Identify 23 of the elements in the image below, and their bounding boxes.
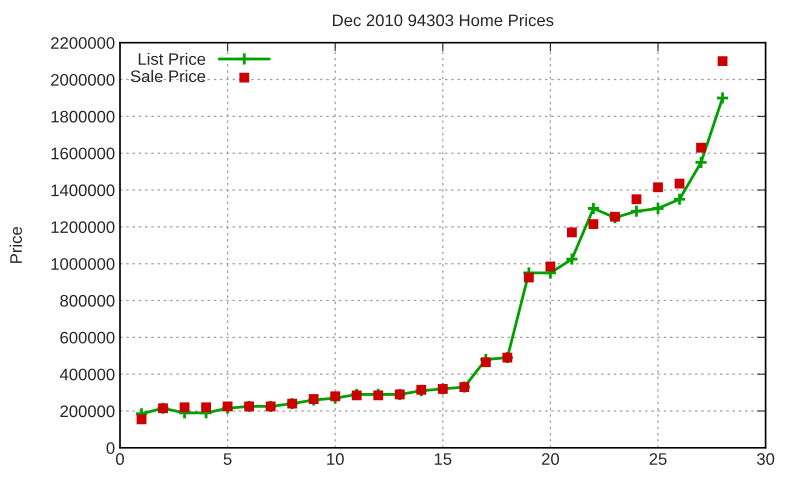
y-tick-label: 400000 [60, 368, 114, 380]
x-tick-label: 15 [434, 453, 452, 465]
y-tick-label: 800000 [60, 294, 114, 307]
legend-label: Sale Price [130, 70, 206, 82]
x-tick-label: 30 [756, 453, 774, 465]
x-tick-label: 20 [542, 453, 560, 465]
y-tick-label: 1200000 [52, 221, 114, 234]
y-tick-label: 200000 [60, 405, 114, 418]
y-tick-label: 600000 [60, 332, 114, 344]
legend-label: List Price [138, 52, 206, 65]
y-tick-label: 1600000 [52, 148, 114, 160]
x-tick-label: 0 [116, 453, 124, 465]
y-tick-label: 2200000 [51, 37, 114, 49]
y-tick-label: 2000000 [51, 74, 114, 86]
chart-title: Dec 2010 94303 Home Prices [333, 14, 554, 26]
x-tick-label: 25 [650, 453, 667, 465]
y-tick-label: 1800000 [52, 110, 114, 123]
y-tick-label: 0 [106, 442, 114, 454]
y-axis-title: Price [10, 227, 22, 263]
y-tick-label: 1000000 [52, 258, 114, 270]
y-tick-label: 1400000 [52, 184, 114, 196]
x-tick-label: 5 [224, 453, 232, 465]
x-tick-label: 10 [327, 453, 344, 465]
